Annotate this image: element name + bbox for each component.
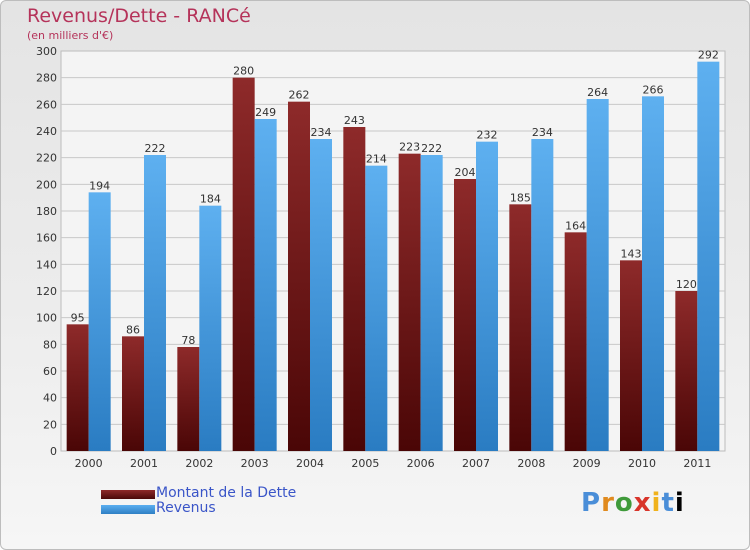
bar-revenue [420,155,443,451]
bar-debt [288,101,310,452]
bar-debt [343,127,366,451]
data-label-revenue: 184 [200,193,221,206]
y-axis-ticks: 0 20 40 60 80 100 120 140 160 180 200 220 240 260 280 3… [36,45,57,458]
y-tick-label: 180 [36,205,57,218]
legend-label-revenue: Revenus [156,500,216,516]
data-label-revenue: 214 [366,153,387,166]
x-tick-label: 2001 [130,457,158,470]
bar-revenue [476,141,498,451]
y-tick-label: 240 [36,125,57,138]
y-tick-label: 80 [43,338,57,351]
data-label-revenue: 222 [145,142,166,155]
data-label-debt: 95 [71,311,85,324]
bar-debt [398,153,421,451]
bar-debt [454,179,476,451]
data-label-debt: 185 [510,191,531,204]
bar-revenue [88,192,111,452]
y-tick-label: 120 [36,285,57,298]
bar-revenue [144,155,166,451]
y-tick-label: 220 [36,152,57,165]
chart-title: Revenus/Dette - RANCé [27,5,251,27]
bar-debt [232,77,255,452]
x-tick-label: 2004 [296,457,324,470]
y-tick-label: 60 [43,365,57,378]
x-tick-label: 2005 [351,457,379,470]
data-label-debt: 78 [181,334,195,347]
y-tick-label: 140 [36,258,57,271]
bar-debt [564,232,587,451]
bar-revenue [310,139,332,451]
x-tick-label: 2003 [241,457,269,470]
bar-revenue [697,61,720,452]
grid-lines [61,77,725,425]
bar-debt [675,291,698,451]
data-label-debt: 204 [455,166,476,179]
x-tick-label: 2002 [185,457,213,470]
chart-subtitle: (en milliers d'€) [27,29,114,42]
bar-revenue [586,99,609,451]
x-tick-label: 2000 [75,457,103,470]
x-tick-label: 2010 [628,457,656,470]
x-tick-label: 2008 [517,457,545,470]
legend-swatch-debt [101,490,155,499]
x-tick-label: 2006 [407,457,435,470]
y-tick-label: 160 [36,232,57,245]
legend-swatch-revenue [101,505,155,514]
y-tick-label: 300 [36,45,57,58]
bar-debt [620,260,642,451]
plot-area [60,50,726,452]
data-label-revenue: 249 [255,106,276,119]
data-label-revenue: 264 [587,86,608,99]
y-tick-label: 20 [43,418,57,431]
data-label-revenue: 266 [643,83,664,96]
y-tick-label: 0 [50,445,57,458]
y-tick-label: 200 [36,178,57,191]
legend-label-debt: Montant de la Dette [156,485,297,501]
x-tick-label: 2007 [462,457,490,470]
data-label-debt: 223 [399,141,420,154]
bar-revenue [642,96,664,451]
bar-revenue [199,205,222,451]
bars [66,61,720,452]
data-label-revenue: 194 [89,179,110,192]
data-label-debt: 164 [565,219,586,232]
y-tick-label: 260 [36,98,57,111]
y-tick-label: 100 [36,312,57,325]
x-tick-label: 2011 [683,457,711,470]
bar-revenue [254,119,277,451]
x-axis-ticks: 2000 2001 2002 2003 2004 2005 2006 2007 2008 2009… [75,457,712,470]
bar-debt [66,324,89,451]
data-label-debt: 280 [233,65,254,78]
bar-revenue [365,165,388,451]
data-label-revenue: 234 [311,126,332,139]
x-tick-label: 2009 [573,457,601,470]
data-label-debt: 120 [676,278,697,291]
bar-debt [122,336,144,451]
y-tick-label: 40 [43,392,57,405]
y-tick-label: 280 [36,72,57,85]
data-label-debt: 143 [621,247,642,260]
bar-revenue [531,139,554,451]
bar-debt [509,204,532,451]
data-label-debt: 86 [126,323,140,336]
proxiti-logo: Proxiti [581,488,685,518]
data-label-revenue: 234 [532,126,553,139]
data-label-debt: 262 [289,89,310,102]
data-label-revenue: 222 [421,142,442,155]
data-label-revenue: 292 [698,49,719,62]
data-label-debt: 243 [344,114,365,127]
bar-debt [177,347,200,451]
data-label-revenue: 232 [477,129,498,142]
